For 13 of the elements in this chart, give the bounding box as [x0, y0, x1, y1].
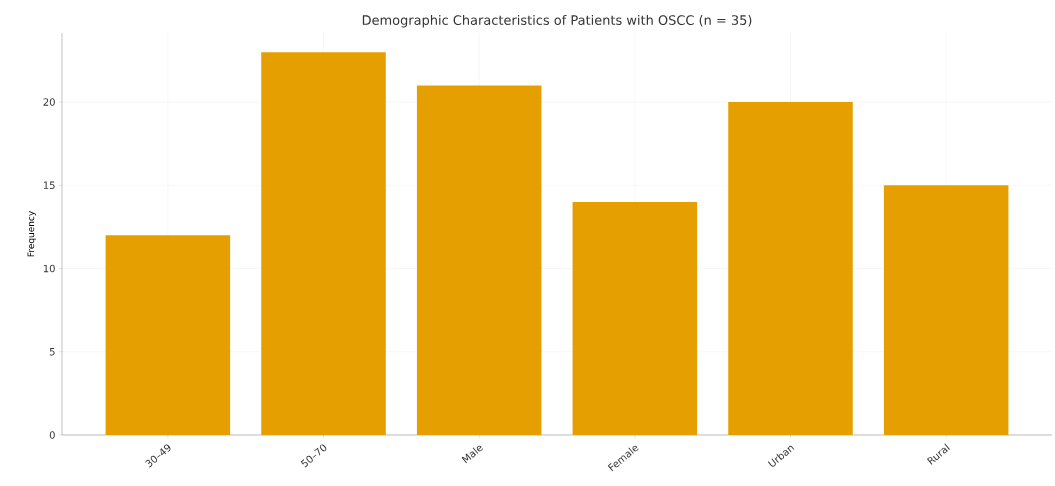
- y-tick-label: 15: [43, 181, 55, 189]
- y-tick-label: 0: [49, 431, 55, 439]
- y-tick-label: 20: [43, 98, 55, 106]
- bar: [105, 235, 231, 435]
- bar: [883, 185, 1009, 435]
- chart-title: Demographic Characteristics of Patients with OSCC (n = 35): [362, 14, 752, 28]
- bar: [572, 201, 698, 435]
- y-tick-label: 5: [49, 348, 55, 356]
- y-axis-title: Frequency: [27, 211, 36, 257]
- bar: [261, 52, 386, 435]
- bar: [416, 85, 542, 435]
- y-tick-label: 10: [43, 264, 55, 273]
- bar: [728, 102, 853, 435]
